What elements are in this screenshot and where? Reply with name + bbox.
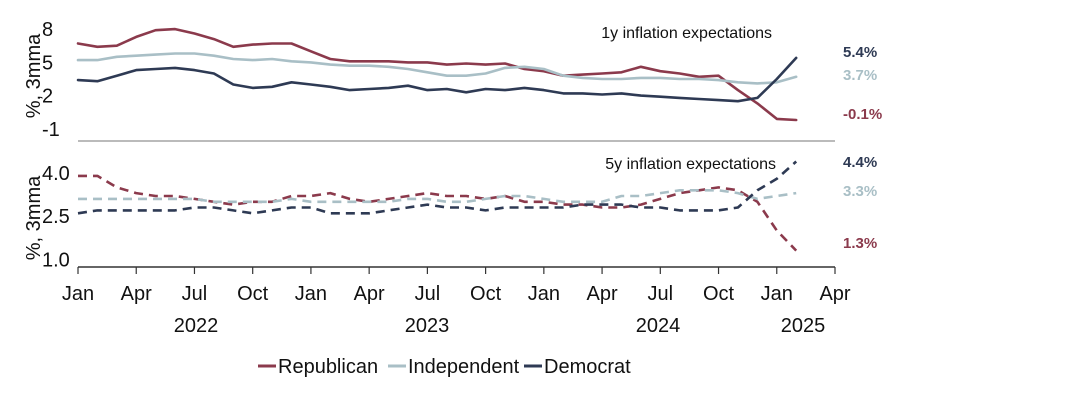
x-tick-label: Oct: [703, 283, 735, 305]
series-line-republican: [76, 27, 798, 122]
end-label-republican: 1.3%: [843, 235, 877, 252]
y-tick-label: 2: [42, 86, 53, 108]
x-tick-label: Apr: [587, 283, 618, 305]
x-year-label: 2022: [174, 315, 219, 337]
series-line-independent: [78, 189, 797, 204]
legend-label-independent: Independent: [408, 356, 520, 378]
legend-label-republican: Republican: [278, 356, 378, 378]
y-tick-label: 5: [42, 52, 53, 74]
x-tick-label: Oct: [237, 283, 269, 305]
x-tick-label: Apr: [121, 283, 152, 305]
legend: Republican Independent Democrat: [258, 356, 631, 378]
end-label-independent: 3.3%: [843, 183, 877, 200]
series-line-democrat: [76, 56, 798, 103]
x-tick-label: Jul: [415, 283, 441, 305]
x-tick-label: Jan: [528, 283, 560, 305]
y-tick-label: 1.0: [42, 249, 70, 271]
series-line-republican: [78, 174, 798, 252]
x-tick-label: Jul: [182, 283, 208, 305]
x-tick-label: Oct: [470, 283, 502, 305]
x-axis: Jan Apr Jul Oct Jan Apr Jul Oct Jan Apr Jul Oct Jan A…: [62, 266, 851, 337]
y-axis-label: %, 3mma: [23, 175, 45, 260]
x-tick-label: Jan: [295, 283, 327, 305]
y-axis-label: %, 3mma: [23, 33, 45, 118]
end-label-independent: 3.7%: [843, 67, 877, 84]
series-line-democrat: [77, 160, 798, 215]
series-line-independent: [76, 52, 798, 85]
x-tick-label: Jan: [761, 283, 793, 305]
panel-title: 1y inflation expectations: [601, 25, 772, 42]
y-tick-label: 8: [42, 19, 53, 41]
end-label-democrat: 5.4%: [843, 44, 877, 61]
x-tick-label: Jul: [648, 283, 674, 305]
x-tick-label: Apr: [354, 283, 385, 305]
end-label-democrat: 4.4%: [843, 154, 877, 171]
end-label-republican: -0.1%: [843, 106, 882, 123]
y-tick-label: 2.5: [42, 206, 70, 228]
x-tick-label: Apr: [819, 283, 850, 305]
legend-label-democrat: Democrat: [544, 356, 631, 378]
x-year-label: 2023: [405, 315, 450, 337]
panel-title: 5y inflation expectations: [605, 156, 776, 173]
x-tick-label: Jan: [62, 283, 94, 305]
x-year-label: 2025: [781, 315, 826, 337]
y-tick-label: 4.0: [42, 163, 70, 185]
x-year-label: 2024: [636, 315, 681, 337]
y-tick-label: -1: [42, 119, 60, 141]
